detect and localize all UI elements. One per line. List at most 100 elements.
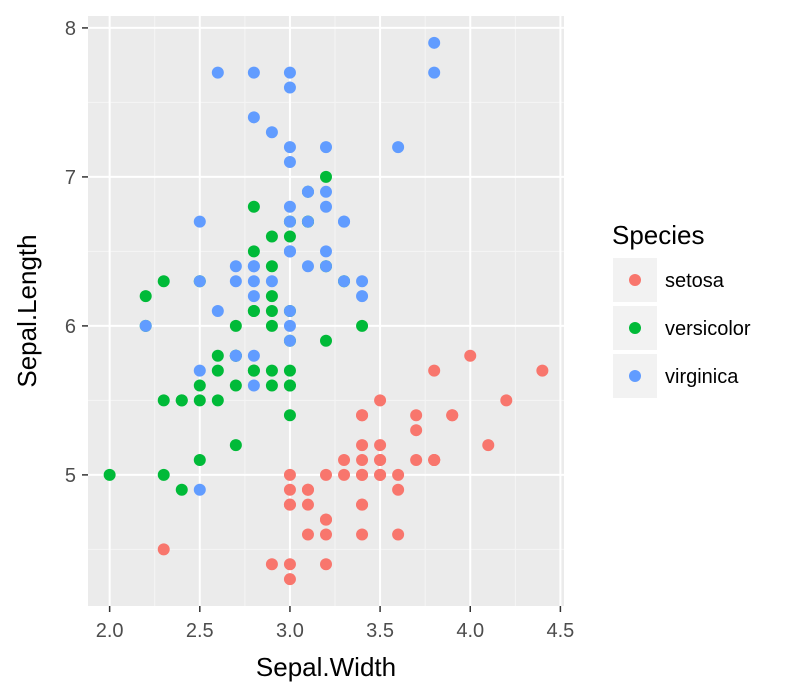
point-setosa <box>301 528 314 541</box>
point-setosa <box>392 468 405 481</box>
point-setosa <box>374 439 387 452</box>
point-virginica <box>428 66 441 79</box>
point-virginica <box>247 66 260 79</box>
x-tick-label: 3.0 <box>276 620 304 642</box>
point-setosa <box>356 439 369 452</box>
point-versicolor <box>356 319 369 332</box>
point-setosa <box>392 528 405 541</box>
point-setosa <box>283 573 296 586</box>
point-virginica <box>338 275 351 288</box>
point-virginica <box>301 260 314 273</box>
x-tick-label: 4.0 <box>456 620 484 642</box>
point-virginica <box>247 379 260 392</box>
legend-swatch-virginica <box>629 370 641 382</box>
point-versicolor <box>283 409 296 422</box>
point-setosa <box>500 394 513 407</box>
point-versicolor <box>193 379 206 392</box>
point-versicolor <box>265 230 278 243</box>
legend-title: Species <box>612 220 705 250</box>
point-setosa <box>265 558 278 571</box>
point-setosa <box>283 558 296 571</box>
point-setosa <box>374 453 387 466</box>
point-virginica <box>320 245 332 258</box>
point-virginica <box>247 275 260 288</box>
grid-minor <box>88 16 564 606</box>
point-setosa <box>356 468 369 481</box>
point-setosa <box>428 453 441 466</box>
point-setosa <box>338 468 351 481</box>
point-versicolor <box>283 364 296 377</box>
point-virginica <box>283 66 296 79</box>
point-versicolor <box>193 394 206 407</box>
point-versicolor <box>175 394 188 407</box>
point-virginica <box>247 260 260 273</box>
point-versicolor <box>265 319 278 332</box>
point-virginica <box>193 364 206 377</box>
point-virginica <box>283 319 296 332</box>
point-versicolor <box>157 394 170 407</box>
point-virginica <box>211 66 224 79</box>
legend: Species setosa versicolor virginica <box>612 220 751 398</box>
point-versicolor <box>320 170 332 183</box>
point-versicolor <box>283 379 296 392</box>
point-setosa <box>320 528 332 541</box>
point-setosa <box>356 528 369 541</box>
point-versicolor <box>139 290 152 303</box>
point-versicolor <box>265 290 278 303</box>
point-virginica <box>320 185 332 198</box>
point-virginica <box>356 275 369 288</box>
x-tick-label: 2.5 <box>186 620 214 642</box>
point-virginica <box>283 245 296 258</box>
point-virginica <box>283 215 296 228</box>
x-axis-title: Sepal.Width <box>256 652 396 682</box>
point-versicolor <box>157 468 170 481</box>
point-setosa <box>320 468 332 481</box>
point-setosa <box>374 468 387 481</box>
point-versicolor <box>175 483 188 496</box>
data-points <box>103 36 549 586</box>
point-virginica <box>247 290 260 303</box>
point-versicolor <box>211 394 224 407</box>
panel-background <box>88 16 564 606</box>
point-setosa <box>283 498 296 511</box>
point-versicolor <box>247 305 260 317</box>
point-setosa <box>464 349 477 362</box>
point-virginica <box>247 349 260 362</box>
point-setosa <box>410 424 423 437</box>
y-axis: 5 6 7 8 <box>65 18 88 487</box>
point-setosa <box>410 453 423 466</box>
point-virginica <box>265 126 278 139</box>
point-versicolor <box>157 275 170 288</box>
point-virginica <box>320 260 332 273</box>
point-versicolor <box>229 379 242 392</box>
legend-swatch-setosa <box>629 274 641 286</box>
legend-swatch-versicolor <box>629 322 641 334</box>
legend-label-setosa: setosa <box>665 270 725 292</box>
point-virginica <box>283 334 296 347</box>
point-setosa <box>301 498 314 511</box>
point-virginica <box>283 156 296 169</box>
point-setosa <box>410 409 423 422</box>
point-virginica <box>193 275 206 288</box>
point-versicolor <box>229 439 242 452</box>
legend-label-versicolor: versicolor <box>665 318 751 340</box>
point-setosa <box>301 483 314 496</box>
x-tick-label: 4.5 <box>546 620 574 642</box>
point-setosa <box>446 409 459 422</box>
point-versicolor <box>247 200 260 213</box>
y-axis-title: Sepal.Length <box>12 234 42 387</box>
point-virginica <box>338 215 351 228</box>
point-virginica <box>392 141 405 154</box>
point-virginica <box>283 305 296 317</box>
point-virginica <box>211 305 224 317</box>
point-versicolor <box>211 364 224 377</box>
y-tick-label: 6 <box>65 316 76 338</box>
point-versicolor <box>247 364 260 377</box>
point-versicolor <box>320 334 332 347</box>
point-setosa <box>356 409 369 422</box>
point-versicolor <box>265 379 278 392</box>
point-virginica <box>428 36 441 49</box>
point-versicolor <box>211 349 224 362</box>
point-virginica <box>193 215 206 228</box>
